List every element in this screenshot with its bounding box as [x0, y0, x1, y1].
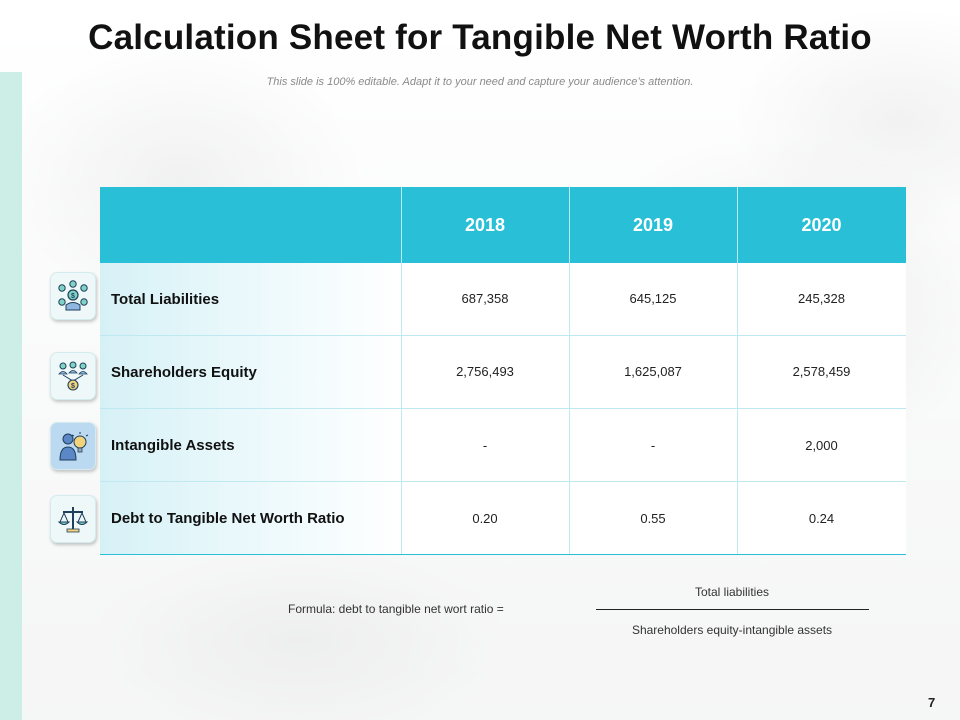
cell-debt-ratio-2019: 0.55: [640, 511, 666, 526]
svg-text:$: $: [71, 293, 75, 300]
cell-total-liabilities-2020: 245,328: [798, 291, 845, 306]
row-divider: [100, 335, 906, 336]
cell-debt-ratio-2020: 0.24: [808, 511, 835, 526]
row-divider: [100, 408, 906, 409]
cell-shareholders-equity-2019: 1,625,087: [624, 364, 682, 379]
idea-person-icon: [50, 422, 96, 470]
balance-scale-icon: [50, 495, 96, 543]
slide-subtitle: This slide is 100% editable. Adapt it to…: [266, 76, 694, 88]
svg-text:$: $: [71, 383, 75, 390]
row-label-shareholders-equity: Shareholders Equity: [111, 364, 257, 381]
cell-shareholders-equity-2018: 2,756,493: [456, 364, 514, 379]
cell-total-liabilities-2019: 645,125: [629, 291, 677, 306]
cell-shareholders-equity-2020: 2,578,459: [792, 364, 851, 379]
formula-numerator: Total liabilities: [694, 585, 770, 599]
row-label-total-liabilities: Total Liabilities: [111, 291, 220, 308]
row-label-debt-ratio: Debt to Tangible Net Worth Ratio: [111, 510, 345, 527]
header-2020: 2020: [801, 215, 842, 235]
formula-denominator: Shareholders equity-intangible assets: [631, 623, 833, 637]
cell-intangible-assets-2020: 2,000: [805, 438, 838, 453]
page-number: 7: [928, 695, 936, 710]
cell-intangible-assets-2019: -: [650, 438, 656, 453]
cell-total-liabilities-2018: 687,358: [461, 291, 509, 306]
label-column-bg: [100, 263, 401, 555]
table-header-row: [100, 187, 906, 263]
table-bottom-border: [100, 554, 906, 555]
header-2018: 2018: [464, 215, 506, 235]
formula-label: Formula: debt to tangible net wort ratio…: [288, 602, 504, 616]
column-divider: [737, 187, 738, 555]
slide-title: Calculation Sheet for Tangible Net Worth…: [88, 18, 872, 57]
fraction-line: [596, 609, 869, 610]
column-divider: [569, 187, 570, 555]
cell-intangible-assets-2018: -: [482, 438, 488, 453]
left-accent-strip: [0, 72, 22, 720]
money-network-icon: $: [50, 272, 96, 320]
column-divider: [401, 187, 402, 555]
row-label-intangible-assets: Intangible Assets: [111, 437, 235, 454]
row-divider: [100, 481, 906, 482]
data-area-bg: [401, 263, 906, 555]
header-2019: 2019: [632, 215, 674, 235]
cell-debt-ratio-2018: 0.20: [472, 511, 498, 526]
ratio-table: 2018 2019 2020 Total Liabilities 687,358…: [100, 187, 906, 555]
shareholders-icon: $: [50, 352, 96, 400]
